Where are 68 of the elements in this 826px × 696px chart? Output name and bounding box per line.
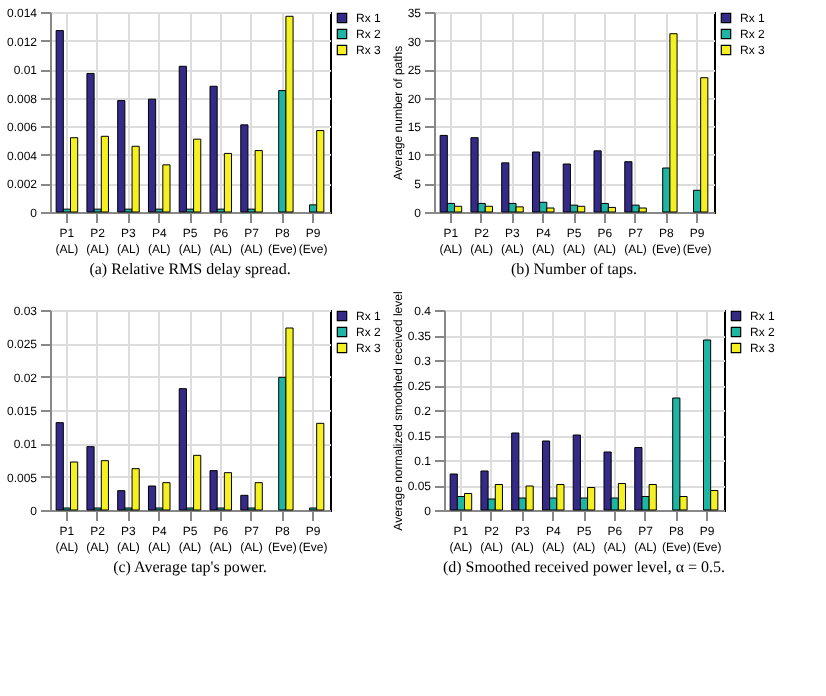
bar [147, 485, 157, 511]
text: (a) Relative RMS delay spread. [89, 260, 291, 278]
bar [117, 490, 126, 511]
bar [178, 65, 187, 213]
bar [617, 483, 627, 511]
bar [209, 85, 218, 213]
bar [464, 493, 473, 511]
bar [525, 485, 534, 511]
bar [511, 432, 520, 511]
bar [577, 205, 586, 213]
bar [700, 77, 709, 213]
bar [556, 484, 565, 511]
bar [131, 468, 140, 511]
bar [100, 460, 109, 511]
bar [147, 98, 157, 213]
bar [209, 470, 218, 511]
bar [501, 162, 510, 213]
bar [449, 473, 458, 511]
bar [193, 454, 202, 511]
bar [70, 461, 79, 511]
bar [587, 487, 596, 511]
bar [316, 130, 325, 213]
bar [285, 327, 294, 511]
bar [672, 397, 681, 511]
bar [55, 422, 64, 511]
bar [541, 440, 551, 511]
bar [531, 151, 541, 213]
bar [223, 152, 233, 213]
bar [254, 150, 263, 213]
bar [439, 134, 448, 213]
bar [546, 207, 555, 213]
bar [162, 482, 171, 511]
bar [624, 161, 633, 213]
bar [254, 482, 263, 511]
bar [162, 164, 171, 213]
text: (d) Smoothed received power level, α = 0.5. [442, 558, 726, 576]
bar [86, 446, 95, 511]
bar [638, 207, 647, 213]
bar [316, 422, 325, 511]
text: (c) Average tap's power. [113, 558, 267, 576]
bar [240, 124, 249, 213]
bar [117, 100, 126, 213]
bar [86, 72, 95, 213]
bar [607, 206, 617, 213]
bar [178, 388, 187, 511]
bar [285, 15, 294, 213]
bar [603, 451, 612, 511]
text: (b) Number of taps. [510, 260, 638, 278]
bar [702, 339, 712, 511]
bar [454, 205, 463, 213]
bar [562, 163, 571, 213]
bar [131, 145, 140, 213]
bar [648, 484, 657, 511]
bar [515, 206, 524, 213]
bar [669, 33, 678, 213]
bar [480, 470, 489, 511]
bar [70, 137, 79, 213]
bar [55, 30, 64, 213]
bar [100, 135, 109, 213]
bar [494, 484, 503, 511]
bar [634, 447, 643, 511]
bar [240, 494, 249, 511]
bar [484, 205, 493, 213]
bar [223, 472, 233, 511]
bar [470, 137, 479, 213]
bar [572, 434, 581, 511]
bar [193, 138, 202, 213]
bar [593, 150, 602, 213]
